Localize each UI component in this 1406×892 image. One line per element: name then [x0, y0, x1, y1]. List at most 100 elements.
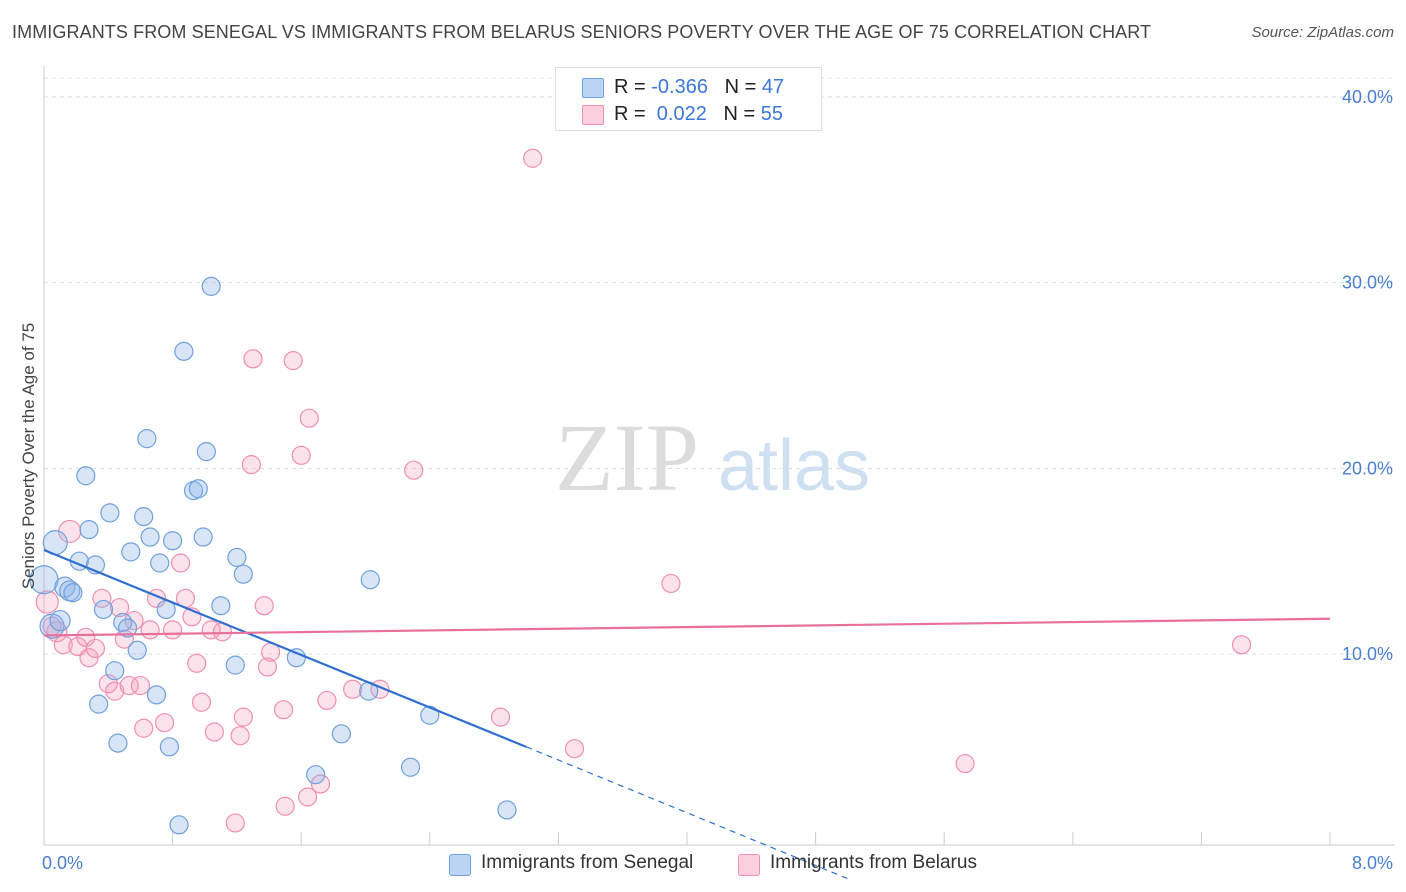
- senegal-point: [225, 655, 245, 675]
- senegal-point: [79, 520, 99, 540]
- senegal-point: [331, 724, 351, 744]
- belarus-point: [283, 351, 303, 371]
- belarus-legend-label: Immigrants from Belarus: [770, 852, 977, 873]
- belarus-point: [119, 675, 139, 696]
- correlation-legend: R = -0.366 N = 47 R = 0.022 N = 55: [555, 67, 822, 131]
- axes: [43, 66, 1395, 846]
- senegal-point: [193, 527, 213, 547]
- belarus-point: [79, 648, 99, 668]
- belarus-point: [134, 718, 154, 738]
- belarus-legend-swatch: [738, 854, 760, 876]
- y-tick-label: 10.0%: [1342, 644, 1393, 664]
- belarus-point: [225, 813, 245, 833]
- senegal-point: [420, 705, 440, 725]
- senegal-n-value: 47: [761, 76, 785, 98]
- senegal-swatch: [582, 78, 604, 98]
- belarus-point: [661, 573, 681, 594]
- senegal-point: [188, 479, 208, 499]
- belarus-point: [233, 707, 253, 727]
- senegal-point: [108, 733, 128, 753]
- senegal-point: [169, 815, 189, 835]
- senegal-point: [360, 570, 380, 590]
- senegal-point: [89, 694, 109, 714]
- senegal-point: [174, 341, 194, 361]
- y-tick-label: 40.0%: [1342, 87, 1393, 107]
- belarus-point: [254, 596, 274, 616]
- belarus-point: [310, 774, 331, 794]
- senegal-point: [134, 507, 154, 527]
- watermark-atlas: atlas: [718, 426, 870, 506]
- belarus-point: [564, 739, 585, 759]
- belarus-point: [299, 408, 319, 428]
- belarus-n-label: N =: [723, 103, 761, 125]
- senegal-point: [76, 466, 96, 486]
- belarus-r-value: 0.022: [651, 103, 707, 125]
- belarus-point: [230, 726, 250, 746]
- senegal-n-label: N =: [724, 76, 762, 98]
- senegal-point: [400, 757, 421, 777]
- senegal-point: [201, 276, 221, 296]
- belarus-n-value: 55: [760, 103, 784, 125]
- x-tick-label: 8.0%: [1352, 853, 1393, 873]
- belarus-point: [187, 653, 207, 673]
- belarus-point: [130, 675, 151, 696]
- senegal-point: [159, 737, 179, 757]
- senegal-legend-label: Immigrants from Senegal: [481, 852, 694, 873]
- tick-labels: 10.0% 20.0% 30.0% 40.0% 0.0% 8.0%: [42, 87, 1393, 873]
- senegal-point: [227, 547, 247, 568]
- belarus-point: [204, 722, 224, 742]
- senegal-r-value: -0.366: [651, 76, 708, 98]
- belarus-point: [343, 679, 363, 699]
- senegal-point: [150, 553, 170, 573]
- belarus-swatch: [582, 105, 604, 125]
- belarus-point: [35, 590, 59, 614]
- belarus-point: [317, 690, 337, 711]
- senegal-point: [121, 542, 141, 562]
- watermark: ZIP atlas: [555, 404, 870, 511]
- senegal-point: [63, 583, 83, 603]
- belarus-point: [273, 700, 294, 720]
- senegal-point: [196, 442, 216, 462]
- senegal-point: [49, 609, 71, 632]
- belarus-point: [955, 753, 975, 774]
- belarus-point: [291, 445, 311, 465]
- senegal-trend-extension: [526, 746, 848, 880]
- senegal-trend-line: [43, 549, 527, 748]
- belarus-points: [35, 148, 1252, 833]
- belarus-point: [490, 707, 511, 727]
- belarus-point: [109, 597, 130, 618]
- belarus-point: [163, 620, 183, 640]
- y-axis-label: Seniors Poverty Over the Age of 75: [19, 323, 38, 589]
- senegal-point: [306, 765, 326, 785]
- senegal-point: [105, 661, 125, 681]
- belarus-point: [191, 692, 212, 712]
- belarus-point: [140, 620, 160, 640]
- senegal-point: [163, 531, 183, 551]
- watermark-zip: ZIP: [555, 404, 699, 511]
- x-tick-label: 0.0%: [42, 853, 83, 873]
- belarus-trend-line: [43, 617, 1331, 637]
- belarus-point: [404, 460, 424, 480]
- source-label: Source: ZipAtlas.com: [1251, 24, 1394, 41]
- belarus-point: [76, 627, 96, 647]
- senegal-point: [140, 527, 160, 547]
- senegal-point: [211, 596, 231, 616]
- belarus-point: [275, 796, 295, 816]
- belarus-r-label: R =: [614, 103, 652, 125]
- senegal-point: [497, 800, 517, 820]
- belarus-point: [241, 455, 261, 475]
- belarus-point: [154, 713, 175, 733]
- y-tick-label: 30.0%: [1342, 273, 1393, 293]
- belarus-point: [1231, 635, 1252, 655]
- senegal-point: [233, 564, 253, 584]
- senegal-point: [127, 640, 147, 660]
- belarus-point: [298, 787, 318, 807]
- senegal-point: [93, 599, 114, 620]
- trend-lines: [43, 549, 1331, 880]
- senegal-point: [117, 618, 138, 638]
- senegal-point: [137, 429, 157, 449]
- belarus-point: [85, 638, 106, 659]
- belarus-point: [523, 148, 543, 168]
- senegal-point: [146, 685, 167, 705]
